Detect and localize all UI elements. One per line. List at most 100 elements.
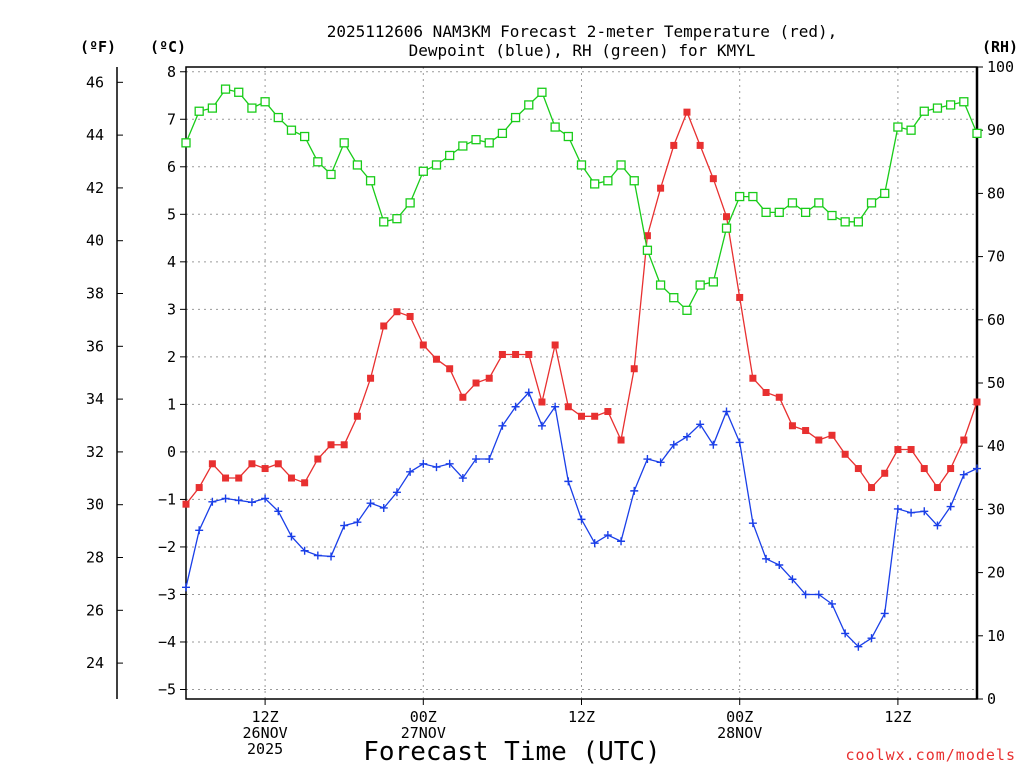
data-point <box>815 436 823 444</box>
data-point <box>392 214 402 224</box>
data-point <box>708 277 718 287</box>
data-point <box>801 590 810 599</box>
data-point <box>603 531 612 540</box>
x-tick-label: 00Z <box>726 708 753 726</box>
data-point <box>670 141 678 149</box>
rh-tick-label: 20 <box>987 564 1005 582</box>
data-point <box>432 355 440 363</box>
data-point <box>471 135 481 145</box>
data-point <box>418 166 428 176</box>
data-point <box>327 441 335 449</box>
celsius-tick-label: 5 <box>167 205 176 223</box>
data-point <box>538 398 546 406</box>
data-point <box>248 460 256 468</box>
data-point <box>906 125 916 135</box>
data-point <box>868 484 876 492</box>
data-point <box>709 440 718 449</box>
data-point <box>762 389 770 397</box>
data-point <box>234 87 244 97</box>
data-point <box>919 106 929 116</box>
data-point <box>735 191 745 202</box>
data-point <box>695 280 705 290</box>
fahrenheit-tick-label: 26 <box>86 601 104 619</box>
data-point <box>907 508 916 517</box>
data-point <box>748 519 757 528</box>
credit-link[interactable]: coolwx.com/models <box>845 746 1016 764</box>
data-point <box>802 427 810 435</box>
series-layer <box>181 84 982 651</box>
data-point <box>287 532 296 541</box>
data-point <box>392 488 401 497</box>
data-point <box>181 138 191 148</box>
x-tick-label: 26NOV <box>243 724 288 742</box>
data-point <box>853 217 863 227</box>
data-point <box>629 176 639 186</box>
data-point <box>379 217 389 227</box>
celsius-tick-label: 7 <box>167 110 176 128</box>
data-point <box>207 103 218 113</box>
data-point <box>735 438 744 447</box>
data-point <box>709 175 717 183</box>
fahrenheit-axis-unit: (ºF) <box>80 38 116 56</box>
data-point <box>775 393 783 401</box>
data-point <box>657 184 665 192</box>
data-point <box>551 341 559 349</box>
data-point <box>419 341 427 349</box>
data-point <box>564 477 573 486</box>
data-point <box>959 97 969 107</box>
data-point <box>458 474 467 483</box>
fahrenheit-tick-label: 30 <box>86 496 104 514</box>
data-point <box>182 500 190 508</box>
fahrenheit-tick-label: 42 <box>86 179 104 197</box>
celsius-tick-label: −3 <box>158 585 176 603</box>
data-point <box>959 470 968 479</box>
data-point <box>827 599 836 608</box>
data-point <box>604 408 612 416</box>
data-point <box>261 465 269 473</box>
data-point <box>630 486 639 495</box>
data-point <box>260 97 270 107</box>
data-point <box>367 374 375 382</box>
data-point <box>458 141 468 151</box>
data-point <box>525 350 533 358</box>
data-point <box>933 484 941 492</box>
data-point <box>537 87 547 97</box>
data-point <box>459 393 467 401</box>
data-point <box>947 465 955 473</box>
data-point <box>696 420 705 429</box>
data-point <box>827 210 837 221</box>
celsius-tick-label: 4 <box>167 253 176 271</box>
data-point <box>301 479 309 487</box>
chart-title: 2025112606 NAM3KM Forecast 2-meter Tempe… <box>327 22 838 60</box>
data-point <box>893 504 902 513</box>
data-point <box>300 546 309 555</box>
data-point <box>550 122 560 132</box>
data-point <box>195 526 204 535</box>
data-point <box>721 223 732 233</box>
data-point <box>973 398 981 406</box>
data-point <box>235 474 243 482</box>
data-point <box>485 374 493 382</box>
rh-tick-label: 30 <box>987 500 1005 518</box>
data-point <box>682 305 692 315</box>
data-point <box>669 293 679 303</box>
data-point <box>973 464 981 473</box>
data-point <box>551 402 560 411</box>
data-point <box>274 507 283 516</box>
celsius-tick-label: 8 <box>167 63 176 81</box>
data-point <box>907 446 915 454</box>
data-point <box>472 379 480 387</box>
data-point <box>182 583 190 592</box>
data-point <box>431 160 442 170</box>
data-point <box>299 131 310 142</box>
fahrenheit-tick-label: 44 <box>86 126 104 144</box>
rh-tick-label: 60 <box>987 311 1005 329</box>
data-point <box>814 198 824 208</box>
data-point <box>655 280 666 290</box>
data-point <box>774 207 784 218</box>
data-point <box>537 421 546 430</box>
data-point <box>788 422 796 430</box>
data-point <box>287 474 295 482</box>
data-point <box>366 499 375 508</box>
rh-tick-label: 50 <box>987 374 1005 392</box>
